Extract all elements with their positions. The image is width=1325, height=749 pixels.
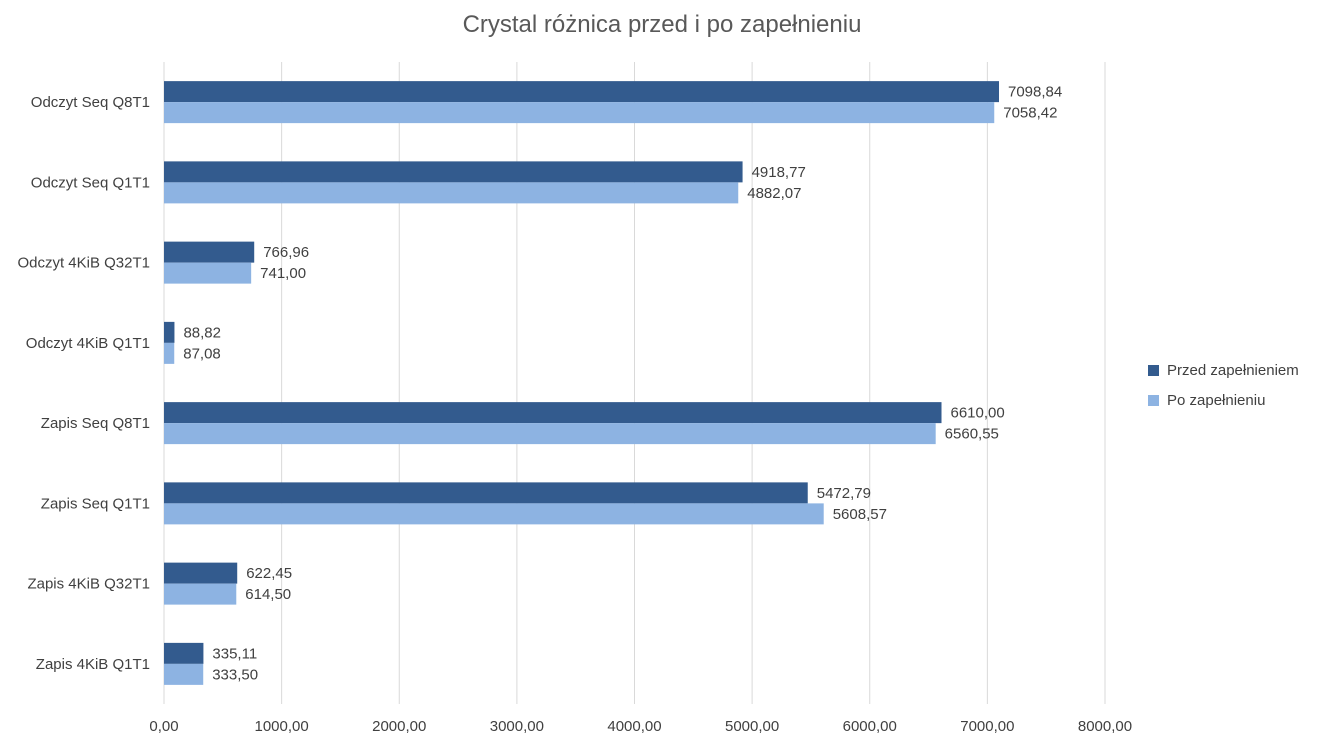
x-axis-tick-labels: 0,00 1000,00 2000,00 3000,00 4000,00 5000,00 6…	[149, 718, 1132, 735]
category-label: Odczyt 4KiB Q32T1	[17, 255, 150, 272]
category-label: Zapis 4KiB Q32T1	[27, 576, 150, 593]
data-label: 5472,79	[817, 485, 871, 502]
data-label: 87,08	[183, 345, 221, 362]
bar-po	[164, 583, 237, 605]
category-label: Odczyt Seq Q8T1	[31, 94, 150, 111]
x-tick-label: 6000,00	[843, 718, 897, 735]
data-label: 4918,77	[752, 164, 806, 181]
category-label: Zapis 4KiB Q1T1	[36, 656, 150, 673]
bar-przed	[164, 321, 175, 343]
legend-swatch	[1148, 365, 1159, 376]
data-label: 766,96	[263, 244, 309, 261]
legend: Przed zapełnieniem Po zapełnieniu	[1148, 362, 1299, 409]
bar-po	[164, 423, 936, 445]
data-label: 7098,84	[1008, 84, 1062, 101]
x-tick-label: 7000,00	[960, 718, 1014, 735]
data-label: 7058,42	[1003, 105, 1057, 122]
bar-po	[164, 663, 204, 685]
bar-przed	[164, 402, 942, 424]
data-label: 333,50	[212, 666, 258, 683]
data-label: 6560,55	[945, 426, 999, 443]
data-label: 5608,57	[833, 506, 887, 523]
bar-przed	[164, 241, 255, 263]
category-label: Zapis Seq Q1T1	[41, 495, 150, 512]
x-tick-label: 0,00	[149, 718, 178, 735]
bar-po	[164, 503, 824, 525]
category-label: Odczyt 4KiB Q1T1	[26, 335, 150, 352]
category-label: Zapis Seq Q8T1	[41, 415, 150, 432]
category-label: Odczyt Seq Q1T1	[31, 174, 150, 191]
data-labels: 7098,84 7058,42 4918,77 4882,07 766,96 741,00…	[183, 84, 1062, 684]
chart-title: Crystal różnica przed i po zapełnieniu	[463, 11, 862, 38]
data-label: 6610,00	[951, 405, 1005, 422]
data-label: 614,50	[245, 586, 291, 603]
bars	[164, 81, 1000, 685]
bar-po	[164, 182, 739, 204]
x-tick-label: 4000,00	[607, 718, 661, 735]
data-label: 622,45	[246, 565, 292, 582]
data-label: 4882,07	[747, 185, 801, 202]
data-label: 88,82	[183, 324, 221, 341]
legend-label: Przed zapełnieniem	[1167, 362, 1299, 379]
data-label: 335,11	[212, 645, 257, 662]
bar-po	[164, 102, 995, 124]
x-tick-label: 5000,00	[725, 718, 779, 735]
bar-przed	[164, 562, 238, 584]
category-labels: Odczyt Seq Q8T1 Odczyt Seq Q1T1 Odczyt 4Ki…	[17, 94, 150, 673]
bar-przed	[164, 161, 743, 183]
bar-po	[164, 262, 252, 284]
bar-po	[164, 342, 175, 364]
x-tick-label: 3000,00	[490, 718, 544, 735]
gridlines	[163, 62, 1106, 704]
bar-przed	[164, 642, 204, 664]
legend-swatch	[1148, 395, 1159, 406]
data-label: 741,00	[260, 265, 306, 282]
legend-label: Po zapełnieniu	[1167, 392, 1265, 409]
bar-przed	[164, 81, 1000, 103]
bar-przed	[164, 482, 808, 504]
x-tick-label: 2000,00	[372, 718, 426, 735]
x-tick-label: 8000,00	[1078, 718, 1132, 735]
x-tick-label: 1000,00	[255, 718, 309, 735]
